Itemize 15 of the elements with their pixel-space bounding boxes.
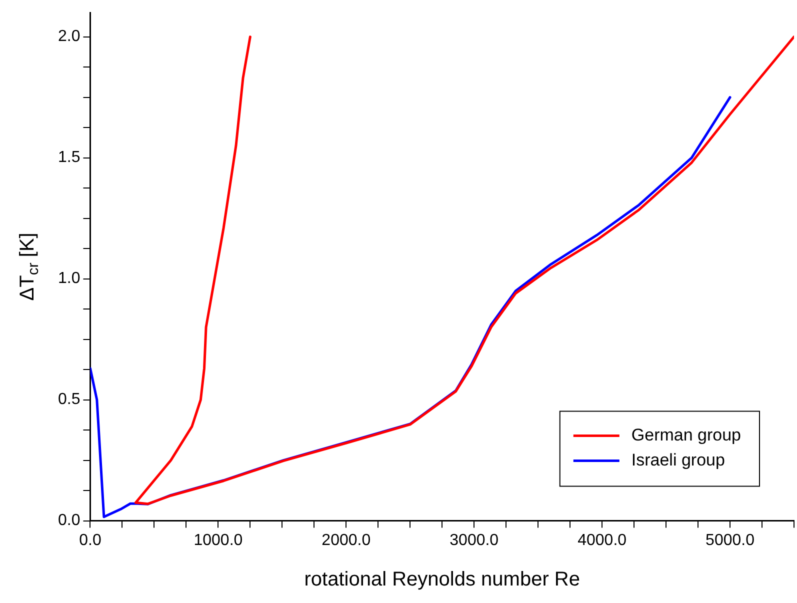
y-tick-label: 2.0 — [58, 28, 80, 46]
y-tick-label: 1.0 — [58, 270, 80, 288]
y-tick-label: 0.0 — [58, 512, 80, 530]
x-tick-label: 2000.0 — [322, 532, 371, 549]
x-axis-title: rotational Reynolds number Re — [304, 568, 580, 591]
y-tick-label: 0.5 — [58, 391, 80, 408]
x-tick-label: 0.0 — [79, 532, 102, 549]
y-axis-title: ΔTcr [K] — [16, 232, 42, 301]
y-tick-label: 1.5 — [58, 149, 80, 166]
legend-label: Israeli group — [631, 450, 725, 470]
x-tick-label: 5000.0 — [706, 532, 755, 549]
x-tick-label: 4000.0 — [578, 532, 627, 549]
x-tick-label: 1000.0 — [194, 532, 243, 549]
x-tick-label: 3000.0 — [450, 532, 499, 549]
legend-label: German group — [631, 425, 742, 444]
